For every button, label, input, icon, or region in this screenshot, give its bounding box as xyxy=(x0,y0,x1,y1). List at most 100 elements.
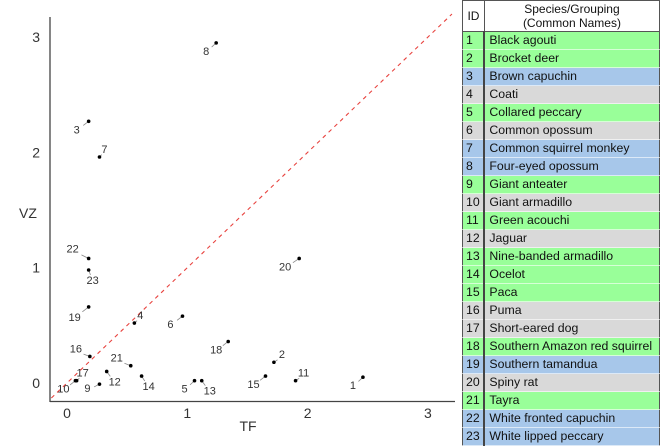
legend-row-species-name: Common squirrel monkey xyxy=(483,139,660,158)
data-point: 8 xyxy=(203,41,218,58)
legend-row-species-name: Short-eared dog xyxy=(483,319,660,338)
data-point: 3 xyxy=(74,119,91,136)
x-tick-labels: 0 1 2 3 xyxy=(63,405,432,421)
point-marker xyxy=(192,378,197,383)
y-axis-label: VZ xyxy=(19,205,37,221)
data-point: 5 xyxy=(181,378,197,396)
point-id-label: 3 xyxy=(74,124,80,136)
legend-row: 7 Common squirrel monkey xyxy=(462,139,660,158)
legend-row: 23 White lipped peccary xyxy=(462,427,660,446)
id-column-header: ID xyxy=(462,0,485,32)
y-tick-label: 0 xyxy=(32,375,40,391)
legend-row: 1 Black agouti xyxy=(462,31,660,50)
point-id-label: 11 xyxy=(298,368,309,380)
legend-row-id: 4 xyxy=(462,85,486,104)
point-id-label: 6 xyxy=(167,319,173,331)
legend-row-id: 14 xyxy=(462,265,486,284)
legend-row-species-name: Brown capuchin xyxy=(483,67,660,86)
data-point: 9 xyxy=(84,382,102,395)
point-marker xyxy=(272,360,276,365)
legend-row: 2 Brocket deer xyxy=(462,49,660,68)
legend-row-species-name: White fronted capuchin xyxy=(483,409,660,428)
legend-row: 13 Nine-banded armadillo xyxy=(462,247,660,266)
data-point: 7 xyxy=(97,144,108,159)
legend-row-id: 8 xyxy=(462,157,486,176)
species-legend-table: ID Species/Grouping (Common Names) 1 Blac… xyxy=(462,0,660,446)
point-id-label: 21 xyxy=(111,353,123,365)
legend-row-species-name: Four-eyed opossum xyxy=(483,157,660,176)
data-point: 15 xyxy=(247,374,268,391)
legend-row-id: 1 xyxy=(462,31,486,50)
point-id-label: 5 xyxy=(181,384,187,396)
data-point: 18 xyxy=(210,339,231,356)
point-marker xyxy=(263,374,268,378)
point-id-label: 4 xyxy=(137,310,143,322)
legend-row-id: 18 xyxy=(462,337,486,356)
data-point: 21 xyxy=(111,353,133,368)
legend-row: 18 Southern Amazon red squirrel xyxy=(462,337,660,356)
species-header-line2: (Common Names) xyxy=(522,16,621,30)
point-marker xyxy=(97,155,102,159)
legend-row: 21 Tayra xyxy=(462,391,660,410)
legend-row-species-name: Spiny rat xyxy=(483,373,660,392)
legend-row: 14 Ocelot xyxy=(462,265,660,284)
data-point: 4 xyxy=(132,310,143,325)
point-id-label: 15 xyxy=(247,379,259,391)
point-marker xyxy=(86,119,91,124)
legend-row: 3 Brown capuchin xyxy=(462,67,660,86)
species-header-line1: Species/Grouping xyxy=(524,2,620,16)
legend-row-id: 2 xyxy=(462,49,486,68)
point-marker xyxy=(86,305,91,309)
legend-row: 12 Jaguar xyxy=(462,229,660,248)
legend-row-species-name: Southern Amazon red squirrel xyxy=(483,337,660,356)
x-tick-label: 2 xyxy=(304,405,312,421)
data-point: 6 xyxy=(167,314,185,331)
point-marker xyxy=(86,268,91,272)
legend-row: 22 White fronted capuchin xyxy=(462,409,660,428)
legend-row-species-name: Ocelot xyxy=(483,265,660,284)
legend-row: 15 Paca xyxy=(462,283,660,302)
x-axis-label: TF xyxy=(239,418,256,434)
point-marker xyxy=(97,382,102,386)
legend-row-species-name: Brocket deer xyxy=(483,49,660,68)
x-tick-label: 1 xyxy=(183,405,191,421)
point-id-label: 1 xyxy=(350,380,356,392)
legend-row-species-name: Tayra xyxy=(483,391,660,410)
point-marker xyxy=(139,374,144,378)
point-marker xyxy=(293,378,298,383)
legend-row-id: 11 xyxy=(462,211,486,230)
point-marker xyxy=(180,314,185,318)
legend-row-id: 20 xyxy=(462,373,486,392)
point-marker xyxy=(199,378,204,383)
point-id-label: 7 xyxy=(101,144,107,156)
y-tick-label: 3 xyxy=(32,29,40,45)
legend-row-id: 13 xyxy=(462,247,486,266)
y-tick-labels: 0 1 2 3 xyxy=(32,29,40,391)
legend-row: 19 Southern tamandua xyxy=(462,355,660,374)
point-marker xyxy=(104,369,109,374)
legend-row-id: 7 xyxy=(462,139,486,158)
data-point: 10 xyxy=(57,378,78,396)
data-point: 14 xyxy=(139,374,155,393)
data-point: 22 xyxy=(67,243,91,261)
point-id-label: 16 xyxy=(70,343,82,355)
x-tick-label: 0 xyxy=(63,405,71,421)
legend-row-species-name: Coati xyxy=(483,85,660,104)
legend-row-id: 12 xyxy=(462,229,486,248)
legend-row: 11 Green acouchi xyxy=(462,211,660,230)
point-id-label: 22 xyxy=(67,243,79,255)
legend-row-id: 3 xyxy=(462,67,486,86)
legend-row-species-name: Jaguar xyxy=(483,229,660,248)
point-id-label: 19 xyxy=(69,312,81,324)
point-marker xyxy=(214,41,218,45)
point-id-label: 10 xyxy=(57,384,69,396)
point-marker xyxy=(297,256,301,261)
legend-row-id: 23 xyxy=(462,427,486,446)
legend-row: 20 Spiny rat xyxy=(462,373,660,392)
identity-reference-line xyxy=(50,13,453,399)
legend-row-id: 9 xyxy=(462,175,486,194)
point-id-label: 2 xyxy=(279,349,285,361)
data-point: 13 xyxy=(199,378,216,398)
